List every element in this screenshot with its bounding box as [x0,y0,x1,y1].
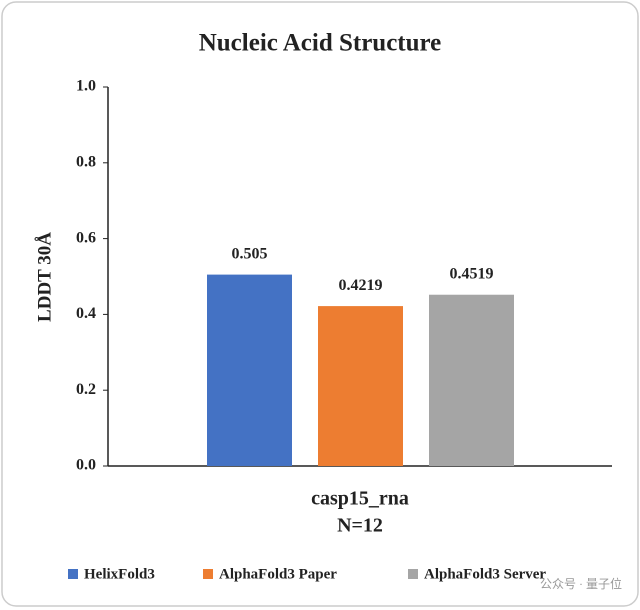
y-tick-label: 1.0 [76,78,96,95]
data-label: 0.505 [232,245,268,262]
legend-label: HelixFold3 [84,566,155,582]
y-axis-label: LDDT 30Å [34,232,55,322]
legend-label: AlphaFold3 Server [424,566,546,582]
legend-swatch [68,569,78,579]
x-tick-label: casp15_rna [311,488,409,510]
chart-title: Nucleic Acid Structure [199,30,442,57]
watermark: 公众号 · 量子位 [540,576,622,591]
legend-swatch [408,569,418,579]
bar [429,294,514,466]
y-tick-label: 0.4 [76,305,96,322]
y-tick-label: 0.8 [76,153,96,170]
y-tick-label: 0.0 [76,457,96,474]
data-label: 0.4219 [339,277,383,294]
legend-label: AlphaFold3 Paper [219,566,337,582]
y-tick-label: 0.2 [76,381,96,398]
bar [207,274,292,466]
annotation: N=12 [337,515,383,537]
y-tick-label: 0.6 [76,229,96,246]
legend-swatch [203,569,213,579]
bar [318,306,403,466]
data-label: 0.4519 [450,265,494,282]
